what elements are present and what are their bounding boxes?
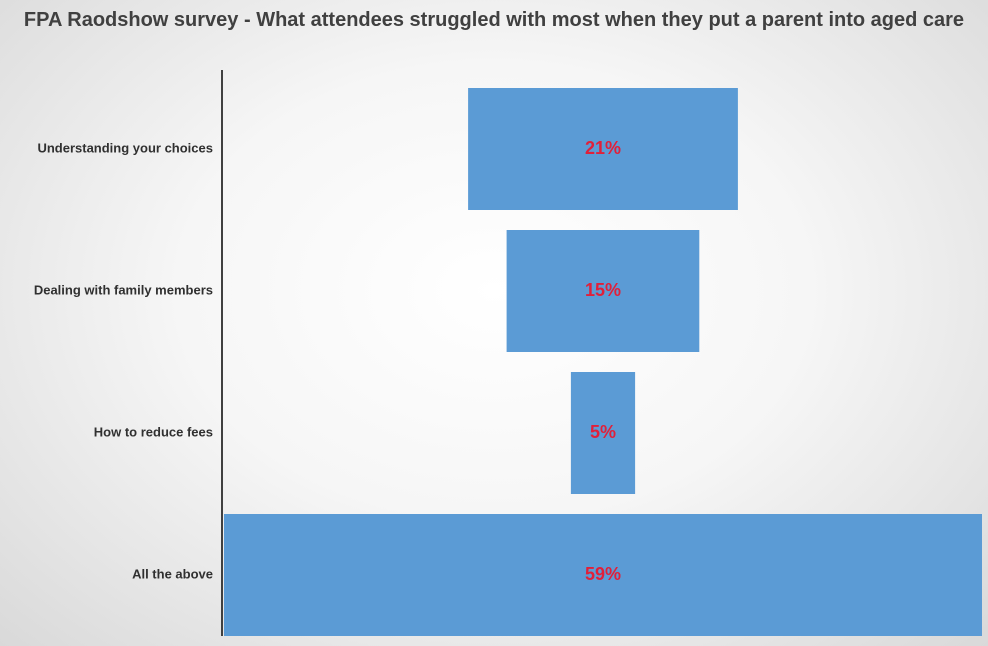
- category-label-3: How to reduce fees: [94, 424, 213, 439]
- category-label-2: Dealing with family members: [34, 282, 213, 297]
- data-label-1: 21%: [585, 138, 621, 158]
- bar-4: [224, 514, 982, 636]
- category-label-4: All the above: [132, 566, 213, 581]
- bar-3: [570, 372, 636, 494]
- bar-2: [506, 230, 700, 352]
- data-label-4: 59%: [585, 564, 621, 584]
- chart-title: FPA Raodshow survey - What attendees str…: [23, 9, 965, 31]
- bar-1: [468, 88, 738, 210]
- data-label-3: 5%: [590, 422, 616, 442]
- data-label-2: 15%: [585, 280, 621, 300]
- category-label-1: Understanding your choices: [37, 140, 213, 155]
